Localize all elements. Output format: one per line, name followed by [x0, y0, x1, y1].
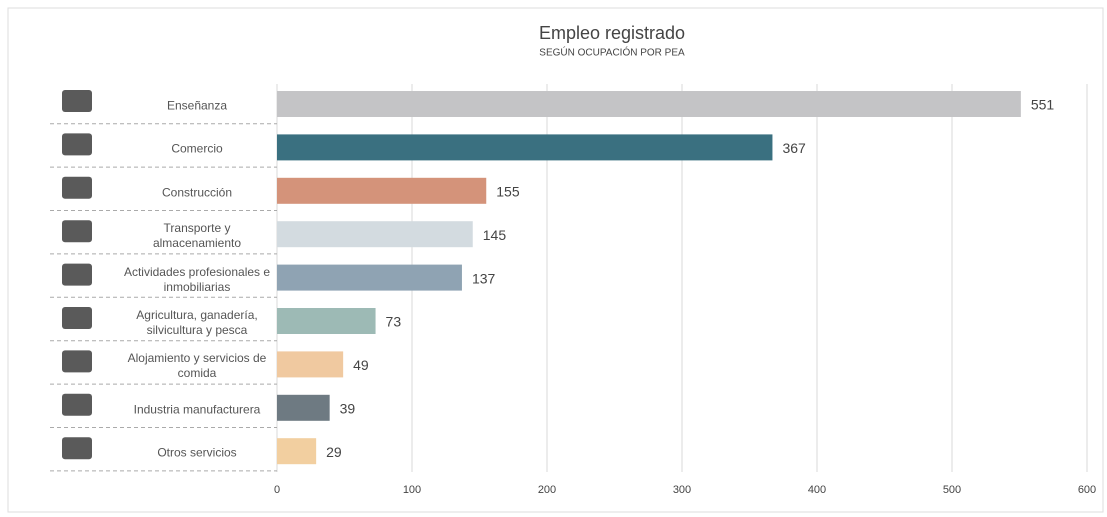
- chart-subtitle: SEGÚN OCUPACIÓN POR PEA: [539, 46, 685, 59]
- x-tick-label: 100: [403, 484, 421, 496]
- frame: [7, 7, 1104, 513]
- bar: [277, 351, 344, 378]
- category-icon: [62, 263, 92, 286]
- bar: [277, 394, 330, 421]
- value-label: 367: [782, 140, 806, 156]
- category-icon: [62, 90, 92, 112]
- value-label: 73: [386, 314, 402, 330]
- x-tick-label: 200: [538, 484, 556, 496]
- x-tick-label: 500: [943, 484, 961, 496]
- bar: [277, 308, 376, 334]
- value-label: 551: [1031, 97, 1055, 113]
- category-label: Comercio: [171, 141, 223, 156]
- value-label: 39: [340, 401, 356, 417]
- value-label: 29: [326, 444, 342, 460]
- category-label: Construcción: [161, 185, 233, 200]
- category-label: Alojamiento y servicios de comida: [127, 351, 267, 381]
- bar: [277, 264, 462, 291]
- category-icon: [62, 220, 92, 243]
- value-label: 145: [483, 227, 507, 243]
- bar: [277, 221, 473, 248]
- category-icon: [62, 393, 92, 416]
- category-label: Otros servicios: [157, 445, 237, 460]
- value-label: 49: [353, 357, 369, 373]
- category-label: Agricultura, ganadería, silvicultura y p…: [136, 308, 258, 337]
- category-label: Actividades profesionales e inmobiliaria…: [123, 264, 271, 294]
- bar: [277, 438, 317, 465]
- x-tick-label: 600: [1078, 484, 1096, 496]
- chart-title: Empleo registrado: [539, 23, 685, 43]
- value-label: 137: [472, 270, 496, 286]
- category-icon: [62, 176, 92, 199]
- category-icon: [62, 307, 92, 329]
- x-tick-label: 300: [673, 484, 691, 496]
- bar: [277, 91, 1021, 117]
- category-label: Industria manufacturera: [133, 402, 261, 417]
- x-tick-label: 0: [274, 484, 280, 496]
- category-icon: [62, 133, 92, 156]
- category-label: Enseñanza: [166, 98, 228, 113]
- x-tick-label: 400: [808, 484, 826, 496]
- bar: [277, 134, 773, 161]
- value-label: 155: [496, 184, 520, 200]
- category-label: Transporte y almacenamiento: [152, 221, 242, 251]
- category-icon: [62, 350, 92, 373]
- category-icon: [62, 437, 92, 460]
- bar: [277, 177, 487, 204]
